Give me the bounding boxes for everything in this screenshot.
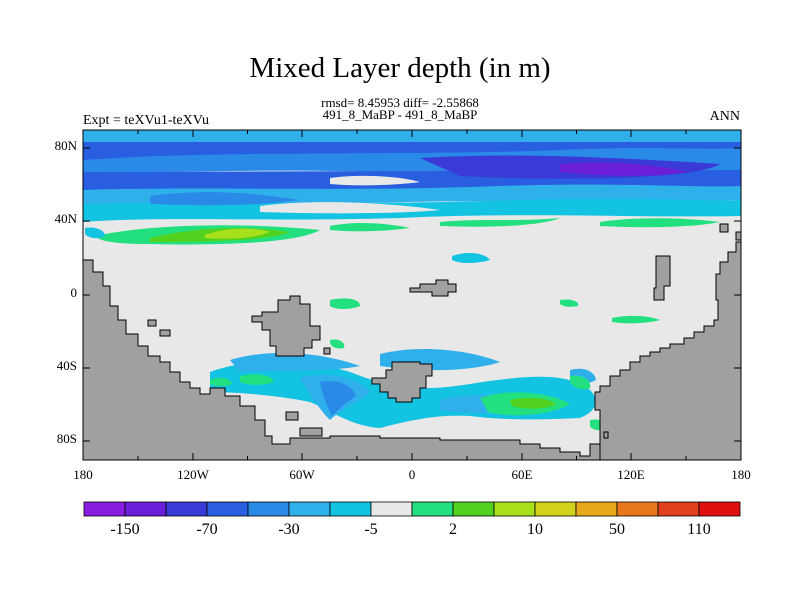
colorbar-box (616, 501, 659, 517)
tropical-patches (330, 253, 660, 349)
colorbar-box (452, 501, 495, 517)
arabia-strip (653, 255, 671, 301)
north-america-land (82, 259, 601, 461)
colorbar-box (288, 501, 331, 517)
colorbar-box (165, 501, 208, 517)
season-label: ANN (709, 109, 740, 124)
colorbar-box (124, 501, 167, 517)
colorbar-box (247, 501, 290, 517)
lat-tick-label: 80S (57, 431, 77, 446)
colorbar-box (534, 501, 577, 517)
colorbar-box (83, 501, 126, 517)
lon-axis: 180 120W 60W 0 60E 120E 180 (73, 467, 751, 482)
island-pacific-1 (719, 223, 729, 233)
island-atlantic (409, 279, 457, 297)
lon-tick-label: 180 (73, 467, 93, 482)
lat-tick-label: 40N (55, 211, 78, 226)
colorbar-label: -70 (196, 521, 217, 538)
antarctic-east-land (594, 241, 742, 461)
lon-tick-label: 60W (289, 467, 315, 482)
island-south-3 (323, 347, 331, 355)
island-gulf (159, 329, 171, 337)
lon-tick-label: 60E (512, 467, 533, 482)
lat-tick-label: 40S (57, 358, 77, 373)
plot-title: Mixed Layer depth (in m) (249, 52, 551, 84)
lon-tick-label: 180 (731, 467, 751, 482)
lat-tick-label: 0 (71, 285, 78, 300)
stats-line: rmsd= 8.45953 diff= -2.55868 (321, 95, 479, 110)
colorbar-label: 110 (687, 521, 710, 538)
land-masses (82, 223, 742, 461)
experiment-label: Expt = teXVu1-teXVu (83, 113, 209, 128)
island-caribbean (147, 319, 157, 327)
colorbar-box (657, 501, 700, 517)
island-pacific-2 (735, 231, 742, 241)
lon-tick-label: 0 (409, 467, 416, 482)
map-ticks (82, 130, 742, 460)
island-south-2 (299, 427, 323, 437)
lat-tick-label: 80N (55, 138, 78, 153)
lon-tick-label: 120W (177, 467, 210, 482)
colorbar-box (370, 501, 413, 517)
colorbar-box (206, 501, 249, 517)
island-indian (603, 431, 609, 439)
colorbar (83, 501, 741, 517)
colorbar-box (411, 501, 454, 517)
colorbar-box (493, 501, 536, 517)
case-pair-label: 491_8_MaBP - 491_8_MaBP (322, 107, 478, 122)
map-panel: 80N 40N 0 40S 80S 180 120W 60W 0 60E 120… (55, 129, 751, 482)
lat-axis: 80N 40N 0 40S 80S (55, 138, 78, 446)
africa-land (371, 361, 433, 403)
colorbar-label: -150 (110, 521, 139, 538)
island-south-1 (285, 411, 299, 421)
colorbar-label: 2 (449, 521, 457, 538)
colorbar-label: -5 (364, 521, 377, 538)
colorbar-label: -30 (278, 521, 299, 538)
south-america-land (251, 295, 321, 357)
colorbar-box (575, 501, 618, 517)
lon-tick-label: 120E (617, 467, 645, 482)
colorbar-label: 10 (527, 521, 543, 538)
colorbar-labels: -150 -70 -30 -5 2 10 50 110 (110, 521, 710, 538)
colorbar-box (698, 501, 741, 517)
colorbar-box (329, 501, 372, 517)
colorbar-label: 50 (609, 521, 625, 538)
